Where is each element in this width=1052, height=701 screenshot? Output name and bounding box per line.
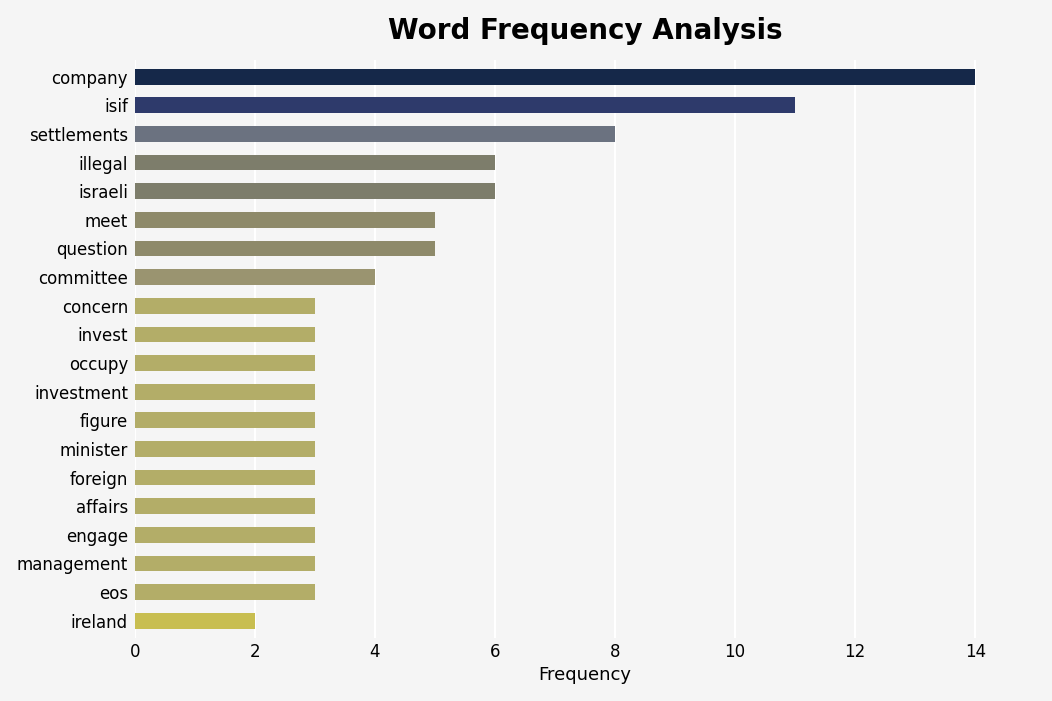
Title: Word Frequency Analysis: Word Frequency Analysis [388, 17, 783, 45]
Bar [135, 556, 315, 571]
Bar [135, 269, 375, 285]
Bar [135, 441, 315, 457]
Bar [135, 527, 315, 543]
Bar [135, 155, 495, 170]
Bar [135, 613, 255, 629]
Bar [135, 126, 615, 142]
Bar [135, 470, 315, 485]
Bar [135, 584, 315, 600]
Bar [135, 355, 315, 371]
Bar [135, 69, 975, 85]
Bar [135, 412, 315, 428]
Bar [135, 184, 495, 199]
Bar [135, 212, 436, 228]
Bar [135, 498, 315, 514]
Bar [135, 383, 315, 400]
Bar [135, 97, 795, 113]
Bar [135, 240, 436, 257]
Bar [135, 327, 315, 342]
Bar [135, 298, 315, 313]
X-axis label: Frequency: Frequency [539, 667, 631, 684]
